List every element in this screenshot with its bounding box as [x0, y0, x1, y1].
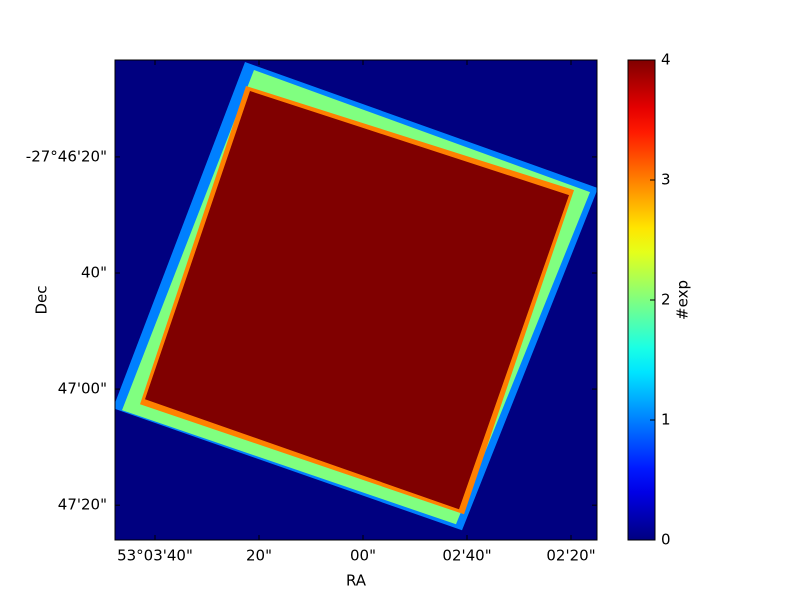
colorbar-tick-label: 3: [661, 171, 671, 189]
y-tick-label: -27°46'20": [26, 147, 107, 165]
colorbar-tick-label: 1: [661, 411, 671, 429]
colorbar-tick-label: 2: [661, 291, 671, 309]
x-tick-label: 20": [246, 547, 272, 565]
x-tick-label: 53°03'40": [117, 547, 193, 565]
colorbar-tick-label: 0: [661, 531, 671, 549]
exposure-region: [145, 91, 570, 510]
y-axis-label: Dec: [33, 285, 51, 314]
colorbar-label: #exp: [674, 280, 692, 320]
y-tick-label: 47'00": [58, 380, 107, 398]
x-tick-label: 02'40": [442, 547, 491, 565]
image: [115, 60, 597, 540]
x-axis-label: RA: [346, 572, 367, 590]
y-tick-label: 40": [81, 264, 107, 282]
y-tick-label: 47'20": [58, 496, 107, 514]
x-tick-label: 00": [350, 547, 376, 565]
colorbar-tick-label: 4: [661, 51, 671, 69]
x-tick-label: 02'20": [546, 547, 595, 565]
plot-frame: [114, 59, 598, 541]
